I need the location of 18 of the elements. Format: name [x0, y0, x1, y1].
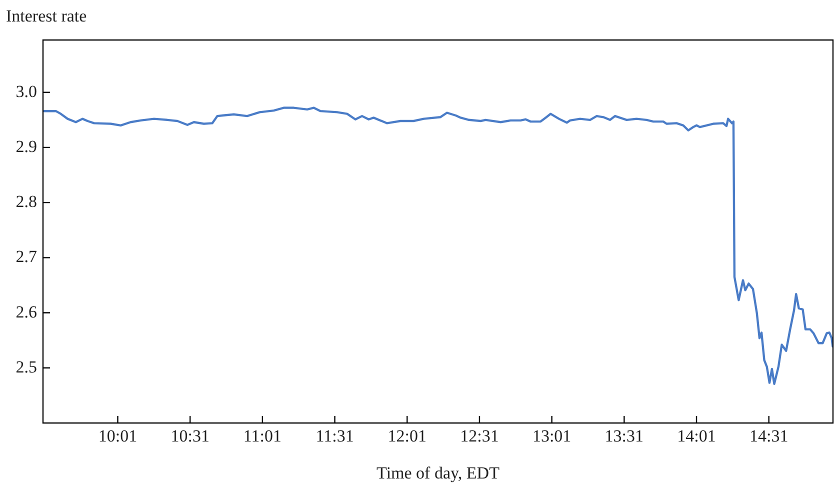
x-tick-label: 12:31 [460, 426, 499, 446]
x-tick-label: 13:01 [532, 426, 572, 446]
y-tick-label: 2.7 [16, 247, 38, 266]
y-tick-label: 3.0 [16, 82, 37, 101]
y-tick-label: 2.9 [16, 136, 37, 156]
y-tick-label: 2.8 [16, 192, 37, 212]
y-axis-title: Interest rate [6, 6, 87, 26]
x-tick-label: 14:01 [677, 426, 716, 446]
x-axis-title: Time of day, EDT [376, 463, 500, 482]
x-tick-label: 13:31 [604, 426, 644, 446]
x-tick-label: 11:31 [316, 426, 354, 446]
x-tick-label: 10:31 [170, 426, 210, 446]
y-tick-label: 2.5 [16, 357, 37, 376]
x-tick-label: 14:31 [749, 426, 788, 446]
x-tick-label: 11:01 [243, 426, 282, 446]
x-tick-label: 10:01 [98, 426, 138, 446]
x-tick-label: 12:01 [388, 426, 426, 446]
y-tick-label: 2.6 [16, 302, 37, 322]
